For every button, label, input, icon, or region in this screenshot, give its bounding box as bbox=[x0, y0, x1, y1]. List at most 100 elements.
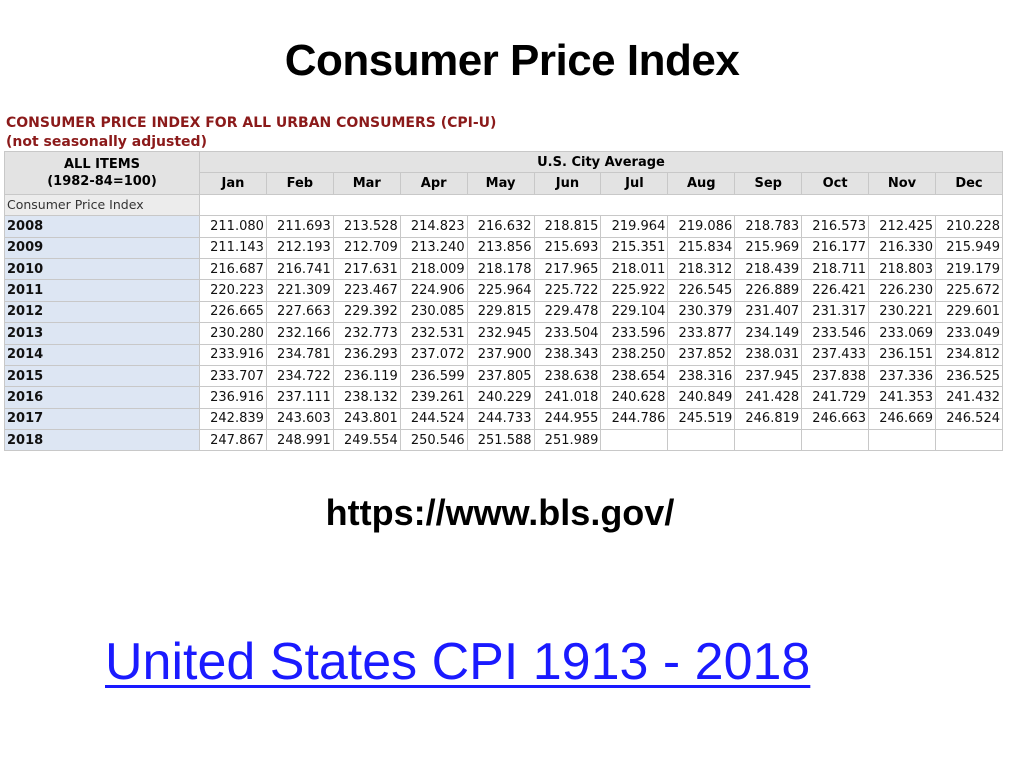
source-url: https://www.bls.gov/ bbox=[325, 492, 675, 533]
value-cell: 226.665 bbox=[199, 300, 267, 324]
value-cell: 244.955 bbox=[533, 407, 602, 431]
value-cell: 218.783 bbox=[734, 215, 803, 238]
value-cell: 221.309 bbox=[265, 279, 334, 302]
value-cell: 237.838 bbox=[801, 364, 870, 388]
value-cell: 241.353 bbox=[868, 386, 936, 409]
value-cell: 231.407 bbox=[734, 300, 803, 324]
value-cell: 218.009 bbox=[399, 257, 468, 281]
value-cell: 237.433 bbox=[801, 343, 870, 366]
value-cell: 233.877 bbox=[667, 322, 736, 345]
value-cell: 230.221 bbox=[868, 300, 936, 324]
year-cell: 2018 bbox=[4, 429, 200, 452]
value-cell: 249.554 bbox=[332, 429, 401, 452]
value-cell: 216.687 bbox=[199, 257, 267, 281]
value-cell: 243.801 bbox=[332, 407, 401, 431]
value-cell: 242.839 bbox=[199, 407, 267, 431]
value-cell: 251.989 bbox=[533, 429, 602, 452]
value-cell: 241.432 bbox=[934, 386, 1004, 409]
value-cell: 237.852 bbox=[667, 343, 736, 366]
value-cell: 212.709 bbox=[332, 236, 401, 259]
table-row: 2018 247.867 248.991 249.554 250.546 251.588 2… bbox=[4, 429, 1004, 452]
month-header: Aug bbox=[667, 172, 736, 195]
value-cell bbox=[667, 429, 736, 452]
value-cell: 236.293 bbox=[332, 343, 401, 366]
value-cell: 219.964 bbox=[600, 215, 669, 238]
table-row: 2013 230.280 232.166 232.773 232.531 232.945 2… bbox=[4, 322, 1004, 345]
value-cell: 212.193 bbox=[265, 236, 334, 259]
value-cell: 219.086 bbox=[667, 215, 736, 238]
value-cell: 234.812 bbox=[934, 343, 1004, 366]
month-header: May bbox=[466, 172, 535, 195]
value-cell: 241.018 bbox=[533, 386, 602, 409]
value-cell: 232.773 bbox=[332, 322, 401, 345]
value-cell: 210.228 bbox=[934, 215, 1004, 238]
value-cell: 244.733 bbox=[466, 407, 535, 431]
value-cell: 226.421 bbox=[801, 279, 870, 302]
value-cell: 234.722 bbox=[265, 364, 334, 388]
table-row: 2014 233.916 234.781 236.293 237.072 237.900 2… bbox=[4, 343, 1004, 366]
value-cell: 231.317 bbox=[801, 300, 870, 324]
value-cell: 244.524 bbox=[399, 407, 468, 431]
value-cell: 216.573 bbox=[801, 215, 870, 238]
month-header: Sep bbox=[734, 172, 803, 195]
value-cell: 215.351 bbox=[600, 236, 669, 259]
value-cell: 233.546 bbox=[801, 322, 870, 345]
value-cell: 248.991 bbox=[265, 429, 334, 452]
cpi-table: ALL ITEMS (1982-84=100) U.S. City Averag… bbox=[4, 150, 1004, 452]
cpi-history-link[interactable]: United States CPI 1913 - 2018 bbox=[105, 633, 811, 691]
value-cell: 237.805 bbox=[466, 364, 535, 388]
table-row: 2008 211.080 211.693 213.528 214.823 216.632 2… bbox=[4, 215, 1004, 238]
value-cell bbox=[868, 429, 936, 452]
month-header: Jun bbox=[533, 172, 602, 195]
all-items-line1: ALL ITEMS bbox=[63, 156, 141, 172]
value-cell: 230.280 bbox=[199, 322, 267, 345]
table-row: 2015 233.707 234.722 236.119 236.599 237.805 2… bbox=[4, 364, 1004, 388]
month-header: Oct bbox=[801, 172, 870, 195]
year-cell: 2009 bbox=[4, 236, 200, 259]
value-cell: 229.104 bbox=[600, 300, 669, 324]
value-cell: 218.439 bbox=[734, 257, 803, 281]
value-cell: 227.663 bbox=[265, 300, 334, 324]
year-cell: 2017 bbox=[4, 407, 200, 431]
value-cell: 218.803 bbox=[868, 257, 936, 281]
value-cell: 246.524 bbox=[934, 407, 1004, 431]
value-cell: 232.945 bbox=[466, 322, 535, 345]
year-cell: 2011 bbox=[4, 279, 200, 302]
value-cell: 225.722 bbox=[533, 279, 602, 302]
table-heading-line1: CONSUMER PRICE INDEX FOR ALL URBAN CONSU… bbox=[6, 115, 497, 131]
value-cell: 216.741 bbox=[265, 257, 334, 281]
value-cell: 234.149 bbox=[734, 322, 803, 345]
value-cell: 230.085 bbox=[399, 300, 468, 324]
value-cell: 229.815 bbox=[466, 300, 535, 324]
value-cell: 215.693 bbox=[533, 236, 602, 259]
value-cell: 220.223 bbox=[199, 279, 267, 302]
value-cell: 246.663 bbox=[801, 407, 870, 431]
table-row: 2011 220.223 221.309 223.467 224.906 225.964 2… bbox=[4, 279, 1004, 302]
value-cell: 238.343 bbox=[533, 343, 602, 366]
value-cell: 240.849 bbox=[667, 386, 736, 409]
month-header: Mar bbox=[332, 172, 401, 195]
value-cell: 236.151 bbox=[868, 343, 936, 366]
all-items-line2: (1982-84=100) bbox=[47, 173, 157, 189]
value-cell: 225.922 bbox=[600, 279, 669, 302]
value-cell: 236.119 bbox=[332, 364, 401, 388]
value-cell: 216.632 bbox=[466, 215, 535, 238]
value-cell: 213.528 bbox=[332, 215, 401, 238]
value-cell: 224.906 bbox=[399, 279, 468, 302]
value-cell: 237.072 bbox=[399, 343, 468, 366]
value-cell: 237.111 bbox=[265, 386, 334, 409]
value-cell: 238.132 bbox=[332, 386, 401, 409]
table-row: 2012 226.665 227.663 229.392 230.085 229.815 2… bbox=[4, 300, 1004, 324]
year-cell: 2008 bbox=[4, 215, 200, 238]
value-cell: 250.546 bbox=[399, 429, 468, 452]
value-cell bbox=[934, 429, 1004, 452]
value-cell: 240.229 bbox=[466, 386, 535, 409]
value-cell: 229.478 bbox=[533, 300, 602, 324]
value-cell: 219.179 bbox=[934, 257, 1004, 281]
value-cell bbox=[600, 429, 669, 452]
value-cell: 238.316 bbox=[667, 364, 736, 388]
value-cell: 238.638 bbox=[533, 364, 602, 388]
value-cell: 237.945 bbox=[734, 364, 803, 388]
value-cell: 216.330 bbox=[868, 236, 936, 259]
year-cell: 2012 bbox=[4, 300, 200, 324]
